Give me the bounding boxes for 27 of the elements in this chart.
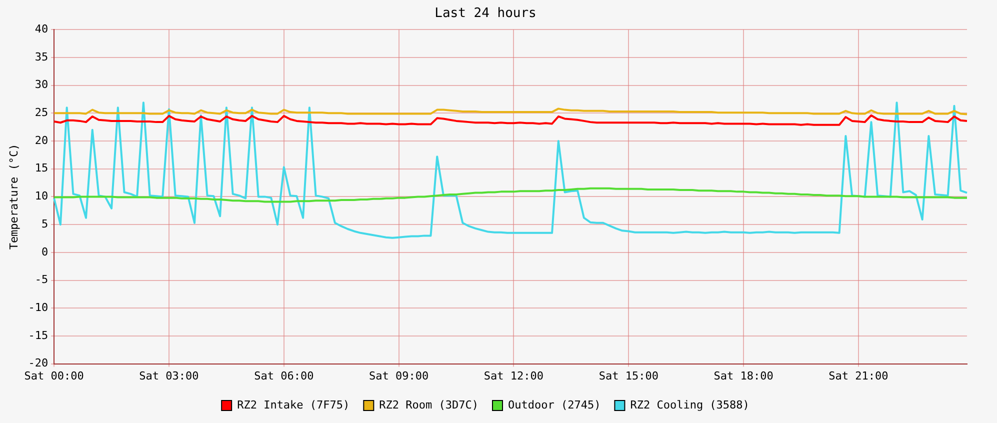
x-tick-label: Sat 18:00	[714, 369, 774, 382]
y-tick-label: 20	[34, 134, 48, 147]
x-tick-label: Sat 03:00	[139, 369, 199, 382]
y-tick-label: 40	[34, 22, 48, 36]
y-tick-label: -20	[28, 356, 48, 370]
legend-label: RZ2 Intake (7F75)	[237, 398, 350, 412]
y-tick-label: 0	[41, 245, 48, 258]
legend-label: RZ2 Cooling (3588)	[630, 398, 750, 412]
y-tick-label: -10	[28, 300, 48, 314]
y-tick-label: 30	[34, 78, 48, 92]
y-tick-label: 35	[34, 50, 48, 64]
y-axis-title: Temperature (°C)	[7, 144, 20, 250]
y-tick-label: -5	[34, 273, 48, 286]
x-tick-label: Sat 15:00	[598, 369, 658, 382]
y-tick-label: 25	[34, 106, 48, 120]
x-tick-label: Sat 09:00	[369, 369, 429, 382]
x-tick-label: Sat 21:00	[828, 369, 888, 382]
x-tick-label: Sat 06:00	[254, 369, 314, 382]
y-tick-label: 15	[34, 162, 48, 175]
y-tick-label: 5	[41, 217, 48, 230]
y-tick-label: -15	[28, 328, 48, 342]
x-tick-label: Sat 00:00	[24, 369, 84, 382]
legend-label: Outdoor (2745)	[508, 398, 601, 412]
chart-title: Last 24 hours	[434, 6, 536, 22]
x-tick-label: Sat 12:00	[484, 369, 544, 382]
legend-label: RZ2 Room (3D7C)	[379, 398, 479, 412]
y-tick-label: 10	[34, 190, 48, 203]
